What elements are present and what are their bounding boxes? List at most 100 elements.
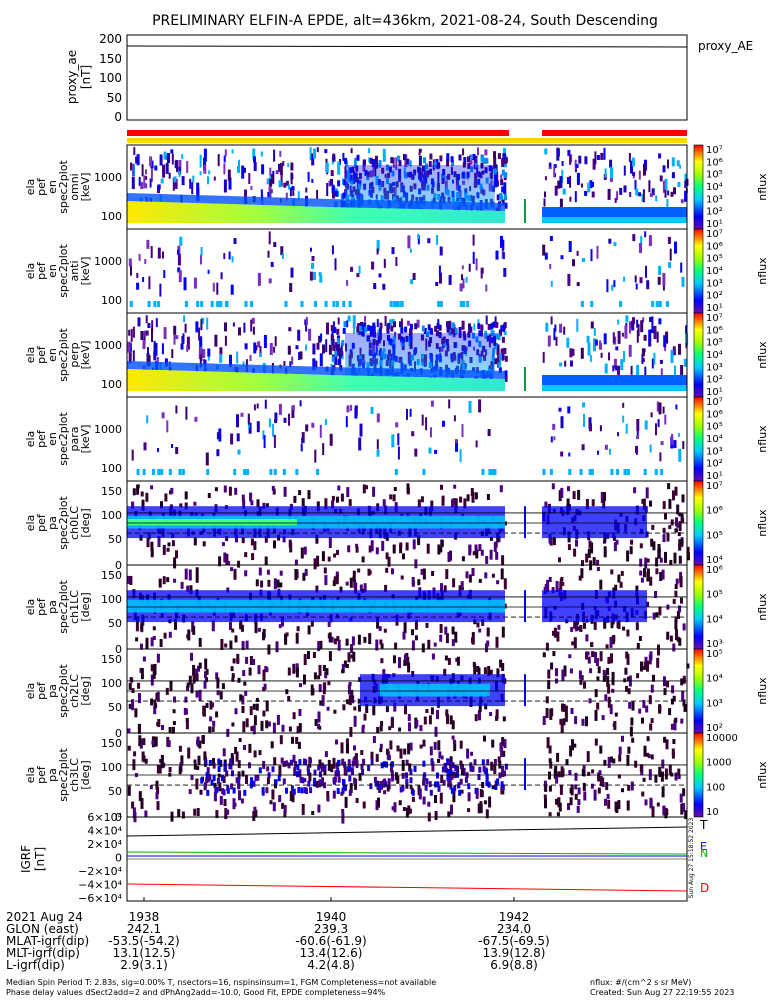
panel-ylabel: spec2plot [57,664,70,718]
flux-pixel [334,190,338,197]
flux-pixel [272,488,276,495]
flux-pixel [483,735,486,742]
flux-pixel [150,664,154,672]
flux-pixel [301,437,305,443]
flux-band [380,683,490,697]
flux-pixel [241,537,245,544]
flux-pixel [326,183,329,196]
flux-pixel [684,810,688,820]
flux-pixel [576,282,580,287]
flux-pixel [618,754,622,762]
flux-pixel [145,637,149,649]
flux-pixel [326,791,330,800]
flux-pixel [450,156,454,163]
flux-pixel [489,712,493,716]
flux-pixel [504,202,508,209]
flux-pixel [346,487,350,498]
flux-pixel [312,652,316,658]
flux-pixel [612,365,615,372]
flux-pixel [337,359,341,366]
flux-pixel [142,656,146,662]
flux-pixel [434,726,438,737]
mlt-value: 13.1(12.5) [113,946,176,960]
flux-pixel [499,485,503,493]
flux-pixel [280,246,284,256]
flux-pixel [393,301,396,307]
flux-pixel [206,469,210,475]
flux-pixel [424,784,428,791]
flux-pixel [150,168,153,182]
flux-pixel [621,788,624,793]
flux-pixel [160,469,164,475]
flux-pixel [576,805,580,813]
flux-pixel [583,413,585,427]
flux-pixel [587,182,591,193]
flux-pixel [318,272,322,277]
flux-pixel [311,153,315,166]
flux-pixel [433,741,437,750]
flux-pixel [664,189,667,198]
flux-pixel [348,682,352,686]
flux-pixel [271,174,275,183]
flux-pixel [243,681,247,686]
flux-pixel [198,327,201,341]
flux-pixel [184,491,188,500]
flux-pixel [666,681,669,688]
flux-pixel [205,677,208,683]
flux-pixel [624,325,628,339]
proxy-ae-tick: 50 [107,91,122,105]
flux-pixel [501,737,505,747]
flux-pixel [417,233,420,239]
flux-pixel [645,265,647,278]
flux-pixel [458,327,462,338]
flux-pixel [445,709,449,717]
flux-pixel [399,321,402,328]
flux-pixel [230,567,234,572]
flux-pixel [363,636,367,643]
flux-pixel [596,245,599,259]
flux-pixel [451,160,454,167]
flux-pixel [401,772,405,779]
flux-pixel [136,154,140,166]
flux-pixel [504,194,507,201]
pa-tick-label: 50 [108,785,122,798]
flux-pixel [667,159,669,169]
flux-pixel [305,187,308,193]
flux-pixel [449,325,451,334]
flux-pixel [178,745,182,752]
flux-band [524,367,526,391]
flux-pixel [499,353,503,360]
flux-pixel [494,181,498,188]
flux-pixel [461,320,465,330]
flux-pixel [343,785,347,792]
panel-ylabel: [keV] [79,257,92,286]
flux-pixel [678,637,682,646]
flux-pixel [253,156,256,163]
flux-pixel [281,802,285,809]
panel-ylabel: ela [24,515,37,532]
flux-pixel [434,811,438,820]
colorbar-tick-label: 10¹ [706,471,723,482]
flux-pixel [138,791,142,802]
flux-pixel [231,673,235,679]
flux-pixel [381,540,385,551]
flux-pixel [225,553,229,565]
flux-pixel [552,651,556,657]
flux-pixel [447,657,451,665]
flux-pixel [552,537,556,546]
flux-pixel [273,757,277,766]
flux-pixel [408,160,412,167]
flux-pixel [299,351,303,360]
flux-pixel [241,641,245,651]
flux-pixel [200,247,203,256]
flux-pixel [190,683,194,694]
flux-pixel [133,751,137,757]
flux-pixel [242,499,246,509]
flux-pixel [295,632,299,644]
flux-pixel [489,669,493,675]
flux-pixel [453,415,456,422]
flux-pixel [269,469,273,475]
flux-pixel [481,469,485,475]
flux-pixel [454,439,458,444]
flux-pixel [431,571,435,576]
